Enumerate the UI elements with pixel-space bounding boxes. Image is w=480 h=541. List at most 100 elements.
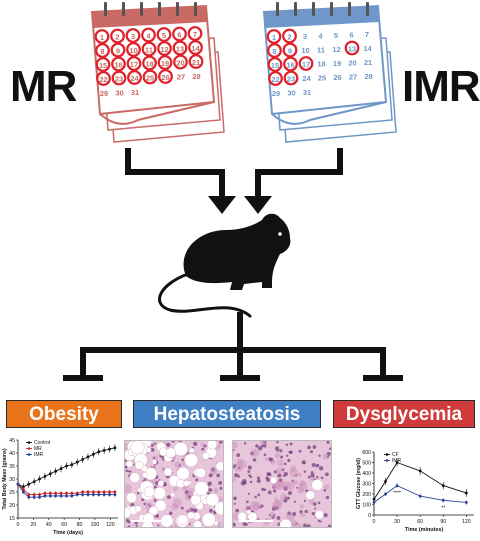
liver-micrograph-right: [232, 440, 332, 528]
mr-calendar-day-number: 17: [130, 60, 138, 69]
data-point: [108, 490, 111, 494]
imr-calendar-day-number: 9: [288, 47, 292, 56]
cytoplasm: [233, 512, 239, 521]
imr-label: IMR: [402, 62, 480, 111]
data-point: [91, 493, 95, 496]
mr-calendar-day-circle: [142, 55, 157, 71]
nucleus: [273, 470, 277, 474]
obesity-box: Obesity: [6, 400, 122, 428]
mr-calendar-day-number: 10: [129, 46, 137, 55]
nucleus: [310, 450, 314, 454]
imr-arrowhead: [244, 196, 272, 214]
mr-calendar-day-number: 29: [100, 89, 108, 98]
data-point: [102, 490, 106, 494]
nucleus: [153, 485, 157, 489]
nucleus: [307, 475, 311, 479]
data-point: [91, 452, 95, 456]
lipid-vacuole: [215, 461, 223, 472]
mr-calendar-day-number: 13: [176, 45, 184, 54]
legend-label: Control: [34, 440, 50, 446]
mr-label: MR: [10, 62, 77, 111]
y-tick-label: 20: [9, 503, 15, 509]
lipid-vacuole: [194, 481, 209, 496]
nucleus: [299, 510, 303, 514]
nucleus: [307, 445, 311, 450]
nucleus: [303, 523, 307, 527]
mr-calendar-curl: [99, 101, 215, 125]
nucleus: [326, 441, 330, 444]
cytoplasm: [200, 442, 205, 448]
y-tick-label: 600: [362, 450, 371, 456]
data-point: [59, 467, 63, 470]
nucleus: [311, 463, 316, 467]
cytoplasm: [260, 441, 267, 446]
lipid-vacuole: [173, 441, 188, 457]
mr-calendar-day-circle: [141, 41, 157, 57]
imr-calendar-day-number: 16: [286, 61, 294, 70]
data-point: [43, 494, 47, 498]
cytoplasm: [268, 511, 276, 519]
nucleus: [195, 478, 199, 482]
x-axis-label: Time (minutes): [405, 527, 443, 533]
nucleus: [256, 476, 260, 480]
cytoplasm: [249, 501, 259, 511]
dysglycemia-label: Dysglycemia: [345, 404, 463, 425]
imr-calendar-day-circle: [283, 70, 299, 86]
data-point: [16, 482, 20, 486]
lipid-vacuole: [314, 510, 324, 520]
legend-label: IMR: [392, 458, 402, 464]
cytoplasm: [272, 500, 282, 511]
mr-calendar-day-circle: [111, 70, 127, 86]
y-tick-label: 400: [362, 471, 371, 477]
mr-calendar-ring: [176, 2, 179, 16]
hepatosteatosis-label: Hepatosteatosis: [153, 404, 301, 425]
data-point: [27, 482, 31, 486]
imr-calendar-day-number: 15: [271, 61, 279, 70]
nucleus: [171, 441, 175, 443]
nucleus: [275, 446, 280, 451]
data-point: [32, 480, 36, 483]
nucleus: [289, 450, 293, 454]
series-line-imr: [373, 485, 467, 503]
lipid-vacuole: [246, 509, 252, 515]
mr-calendar-day-number: 31: [131, 88, 139, 97]
data-point: [441, 498, 445, 502]
cytoplasm: [292, 521, 302, 527]
nucleus: [254, 495, 257, 499]
mr-calendar-day-circle: [172, 26, 187, 42]
data-point: [86, 490, 90, 494]
nucleus: [319, 520, 322, 523]
imr-calendar-curl: [271, 101, 387, 125]
nucleus: [287, 511, 292, 516]
data-point: [108, 447, 111, 451]
cytoplasm: [238, 459, 247, 469]
nucleus: [279, 449, 283, 453]
nucleus: [315, 463, 320, 468]
nucleus: [216, 473, 220, 478]
lipid-vacuole: [154, 499, 167, 512]
nucleus: [168, 511, 173, 516]
nucleus: [272, 489, 277, 493]
nucleus: [291, 479, 294, 482]
data-point: [91, 490, 95, 494]
lipid-vacuole: [305, 490, 315, 500]
lipid-vacuole: [279, 518, 292, 527]
data-point: [70, 491, 74, 495]
nucleus: [233, 522, 236, 527]
imr-calendar-day-number: 24: [302, 74, 311, 83]
data-point: [113, 446, 117, 450]
imr-calendar-day-number: 4: [318, 32, 323, 41]
x-tick-label: 40: [46, 522, 52, 528]
nucleus: [184, 490, 189, 495]
mr-calendar-day-circle: [188, 54, 204, 69]
cytoplasm: [299, 512, 306, 518]
nucleus: [293, 500, 296, 503]
nucleus: [286, 496, 290, 500]
nucleus: [317, 519, 321, 523]
cytoplasm: [297, 486, 304, 494]
lipid-vacuole: [130, 441, 145, 455]
y-axis-label: Total Body Mass (grams): [2, 448, 8, 510]
nucleus: [326, 455, 330, 459]
y-tick-label: 300: [362, 482, 371, 488]
mr-calendar-day-number: 1: [100, 33, 104, 42]
